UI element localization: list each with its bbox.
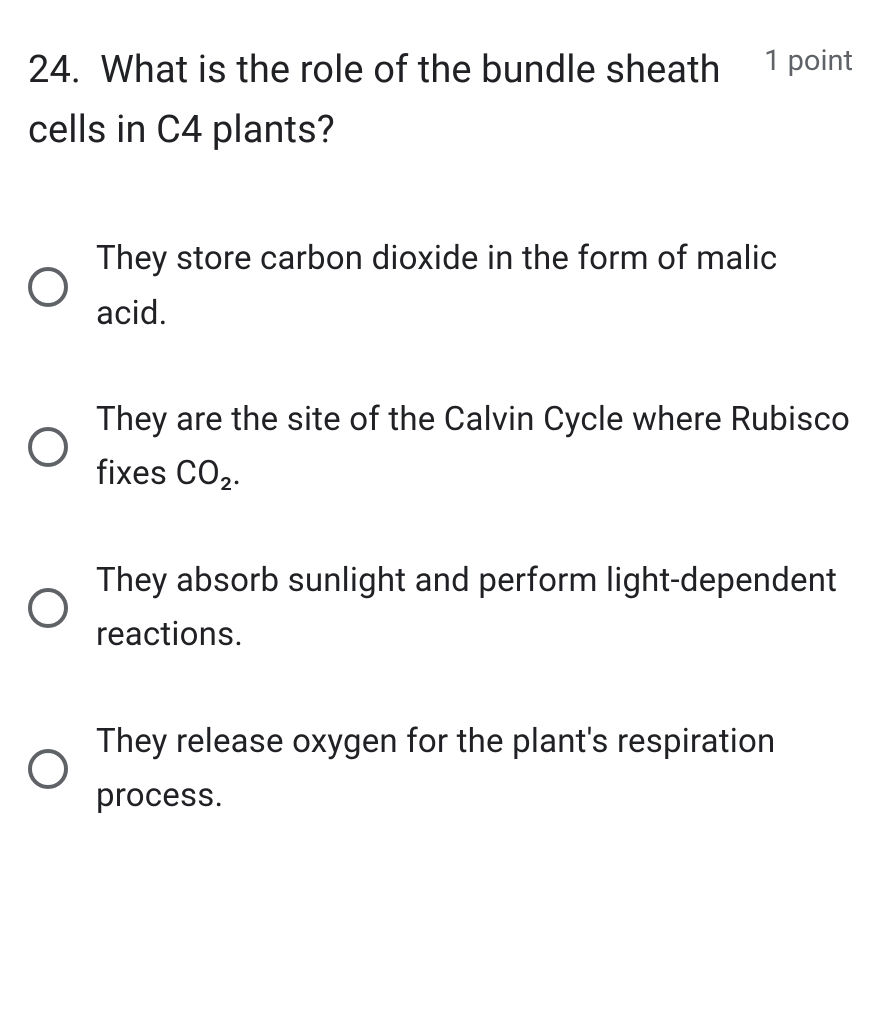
- question-header: 24. What is the role of the bundle sheat…: [28, 40, 853, 160]
- points-label: 1 point: [764, 40, 853, 78]
- option-row[interactable]: They store carbon dioxide in the form of…: [28, 232, 853, 341]
- question-text: 24. What is the role of the bundle sheat…: [28, 40, 764, 160]
- question-number: 24.: [28, 48, 81, 92]
- radio-icon: [28, 588, 68, 628]
- option-text: They are the site of the Calvin Cycle wh…: [96, 393, 853, 502]
- radio-icon: [28, 427, 68, 467]
- option-row[interactable]: They are the site of the Calvin Cycle wh…: [28, 393, 853, 502]
- option-text: They absorb sunlight and perform light-d…: [96, 554, 853, 663]
- option-text: They release oxygen for the plant's resp…: [96, 715, 853, 824]
- options-list: They store carbon dioxide in the form of…: [28, 232, 853, 824]
- radio-icon: [28, 749, 68, 789]
- option-text: They store carbon dioxide in the form of…: [96, 232, 853, 341]
- option-row[interactable]: They absorb sunlight and perform light-d…: [28, 554, 853, 663]
- radio-icon: [28, 267, 68, 307]
- question-body: What is the role of the bundle sheath ce…: [28, 48, 721, 152]
- option-row[interactable]: They release oxygen for the plant's resp…: [28, 715, 853, 824]
